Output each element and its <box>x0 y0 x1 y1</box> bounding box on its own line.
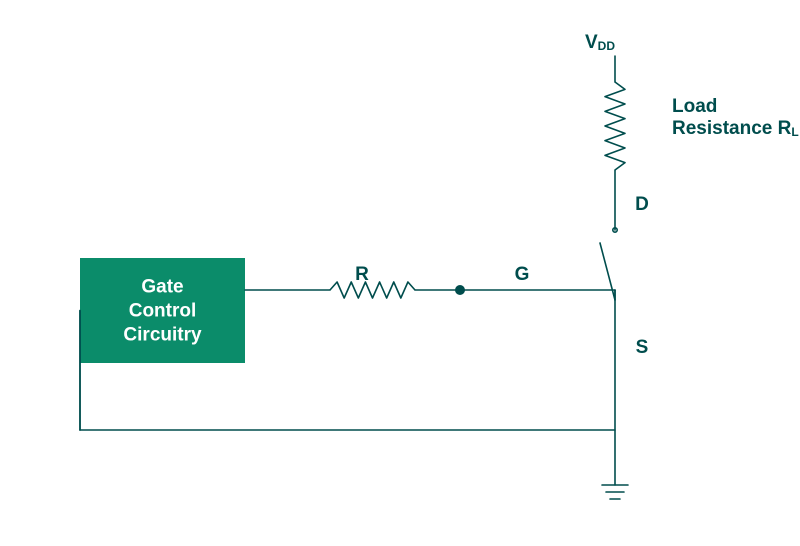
label-g: G <box>515 264 530 285</box>
gate-control-text: Gate <box>141 277 183 298</box>
label-r: R <box>355 264 369 285</box>
label-load-resistance: Resistance RL <box>672 118 799 139</box>
gate-control-text: Circuitry <box>123 325 202 346</box>
gate-control-text: Control <box>129 301 197 322</box>
label-s: S <box>636 337 649 358</box>
gate-node-dot <box>455 285 465 295</box>
label-vdd: VDD <box>585 32 615 53</box>
label-d: D <box>635 194 649 215</box>
label-load: Load <box>672 96 717 117</box>
